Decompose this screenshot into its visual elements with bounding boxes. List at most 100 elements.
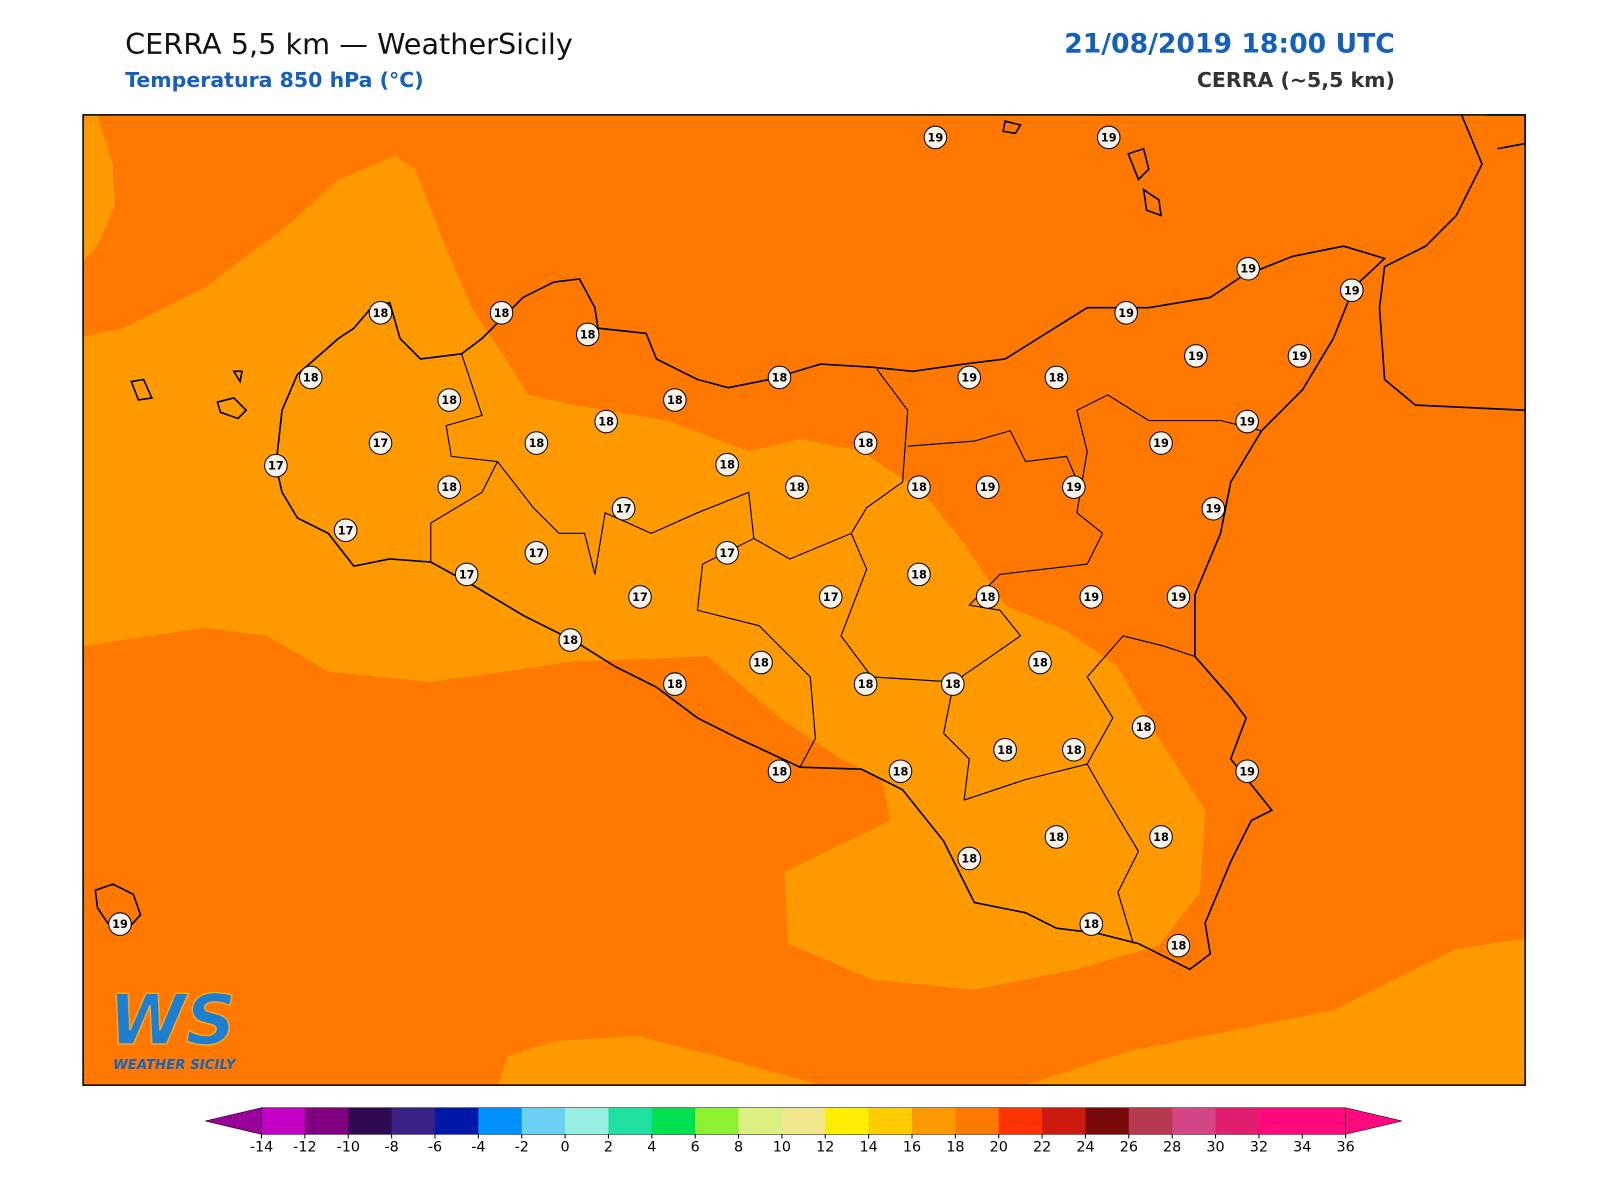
station-value: 19 [1101,131,1117,144]
logo-mark: WS [109,980,236,1061]
station: 18 [767,365,792,390]
station: 17 [628,585,652,609]
station: 19 [975,475,1000,499]
station: 19 [1339,278,1364,303]
station-value: 18 [1171,940,1187,953]
station-marker [454,562,479,587]
station: 18 [941,672,965,696]
colorbar-segment [1258,1107,1303,1135]
station-value: 17 [823,591,839,604]
station-marker [368,431,393,455]
station-marker [767,365,792,390]
station-value: 18 [980,591,996,604]
station: 18 [853,672,878,696]
station-marker [611,496,636,521]
colorbar-tick-label: -4 [471,1140,485,1156]
station-marker [923,125,948,150]
colorbar-tick-label: 14 [860,1140,878,1156]
station-marker [437,475,462,499]
station: 19 [1114,301,1138,325]
station-value: 18 [858,437,874,450]
station-marker [853,672,878,696]
station: 18 [489,301,514,325]
subtitle: Temperatura 850 hPa (°C) [125,68,424,92]
station-value: 19 [1083,591,1099,604]
station: 19 [1236,256,1260,281]
colorbar-tick-label: 20 [990,1140,1008,1156]
colorbar-tick-label: 32 [1250,1140,1268,1156]
station-marker [575,322,600,347]
station: 19 [1201,496,1226,521]
station-marker [524,431,549,455]
station-value: 19 [1205,503,1221,516]
station-marker [1028,650,1052,675]
station-value: 18 [772,765,788,778]
station: 18 [975,585,1000,609]
station-value: 18 [598,416,614,429]
station-value: 19 [1240,263,1256,276]
province-border [430,353,1262,944]
station: 18 [749,650,773,675]
station: 18 [1131,715,1156,739]
station: 17 [611,496,636,521]
station-value: 18 [1049,831,1065,844]
colorbar-segment [912,1107,956,1135]
station: 18 [437,388,462,412]
colorbar-tick-label: 4 [647,1140,656,1156]
station-value: 18 [772,371,788,384]
station-value: 19 [1239,416,1255,429]
station-marker [785,475,809,499]
station-marker [1166,933,1191,958]
station-value: 18 [562,634,578,647]
colorbar-tick-label: 26 [1120,1140,1138,1156]
station-value: 17 [632,591,648,604]
station: 19 [1184,344,1208,368]
station-marker [715,541,739,565]
station-value: 18 [753,657,769,670]
station-marker [853,431,878,455]
station-value: 18 [1136,721,1152,734]
station-value: 18 [911,481,927,494]
colorbar-tick-label: 34 [1293,1140,1311,1156]
station-value: 17 [338,524,354,537]
station-value: 19 [928,131,944,144]
station: 17 [264,453,288,478]
station-marker [1287,344,1312,368]
station-value: 19 [1239,765,1255,778]
station-value: 18 [1066,744,1082,757]
colorbar-tick-label: -14 [250,1140,273,1156]
station-value: 18 [441,394,457,407]
station-value: 17 [268,460,284,473]
station: 18 [1079,912,1104,936]
station-marker [957,846,982,871]
station: 18 [1028,650,1052,675]
station: 18 [907,562,931,587]
station: 18 [594,409,618,434]
station: 18 [767,759,792,784]
station: 19 [1235,759,1259,784]
colorbar-segment [1302,1107,1347,1135]
station: 18 [575,322,600,347]
station: 17 [524,541,549,565]
colorbar-segment [695,1107,740,1135]
station-value: 19 [1066,481,1082,494]
station-value: 18 [719,459,735,472]
colorbar-tick-label: 2 [604,1140,613,1156]
colorbar-segment [391,1107,436,1135]
temperature-area [83,155,1206,990]
station: 18 [957,846,982,871]
temperature-area [498,1035,821,1086]
island [1002,120,1163,217]
station: 19 [1235,409,1259,434]
station: 18 [715,452,739,477]
station: 17 [818,585,843,609]
station-marker [767,759,792,784]
island [130,370,248,420]
station: 18 [1149,825,1173,849]
station-marker [524,541,549,565]
station: 17 [715,541,739,565]
station-marker [1201,496,1226,521]
colorbar-tick-label: 10 [773,1140,791,1156]
map: 19 19 19 19 18 18 18 19 18 18 19 18 19 19 18 18 18 19 17 18… [82,114,1526,1086]
station-value: 19 [1153,437,1169,450]
